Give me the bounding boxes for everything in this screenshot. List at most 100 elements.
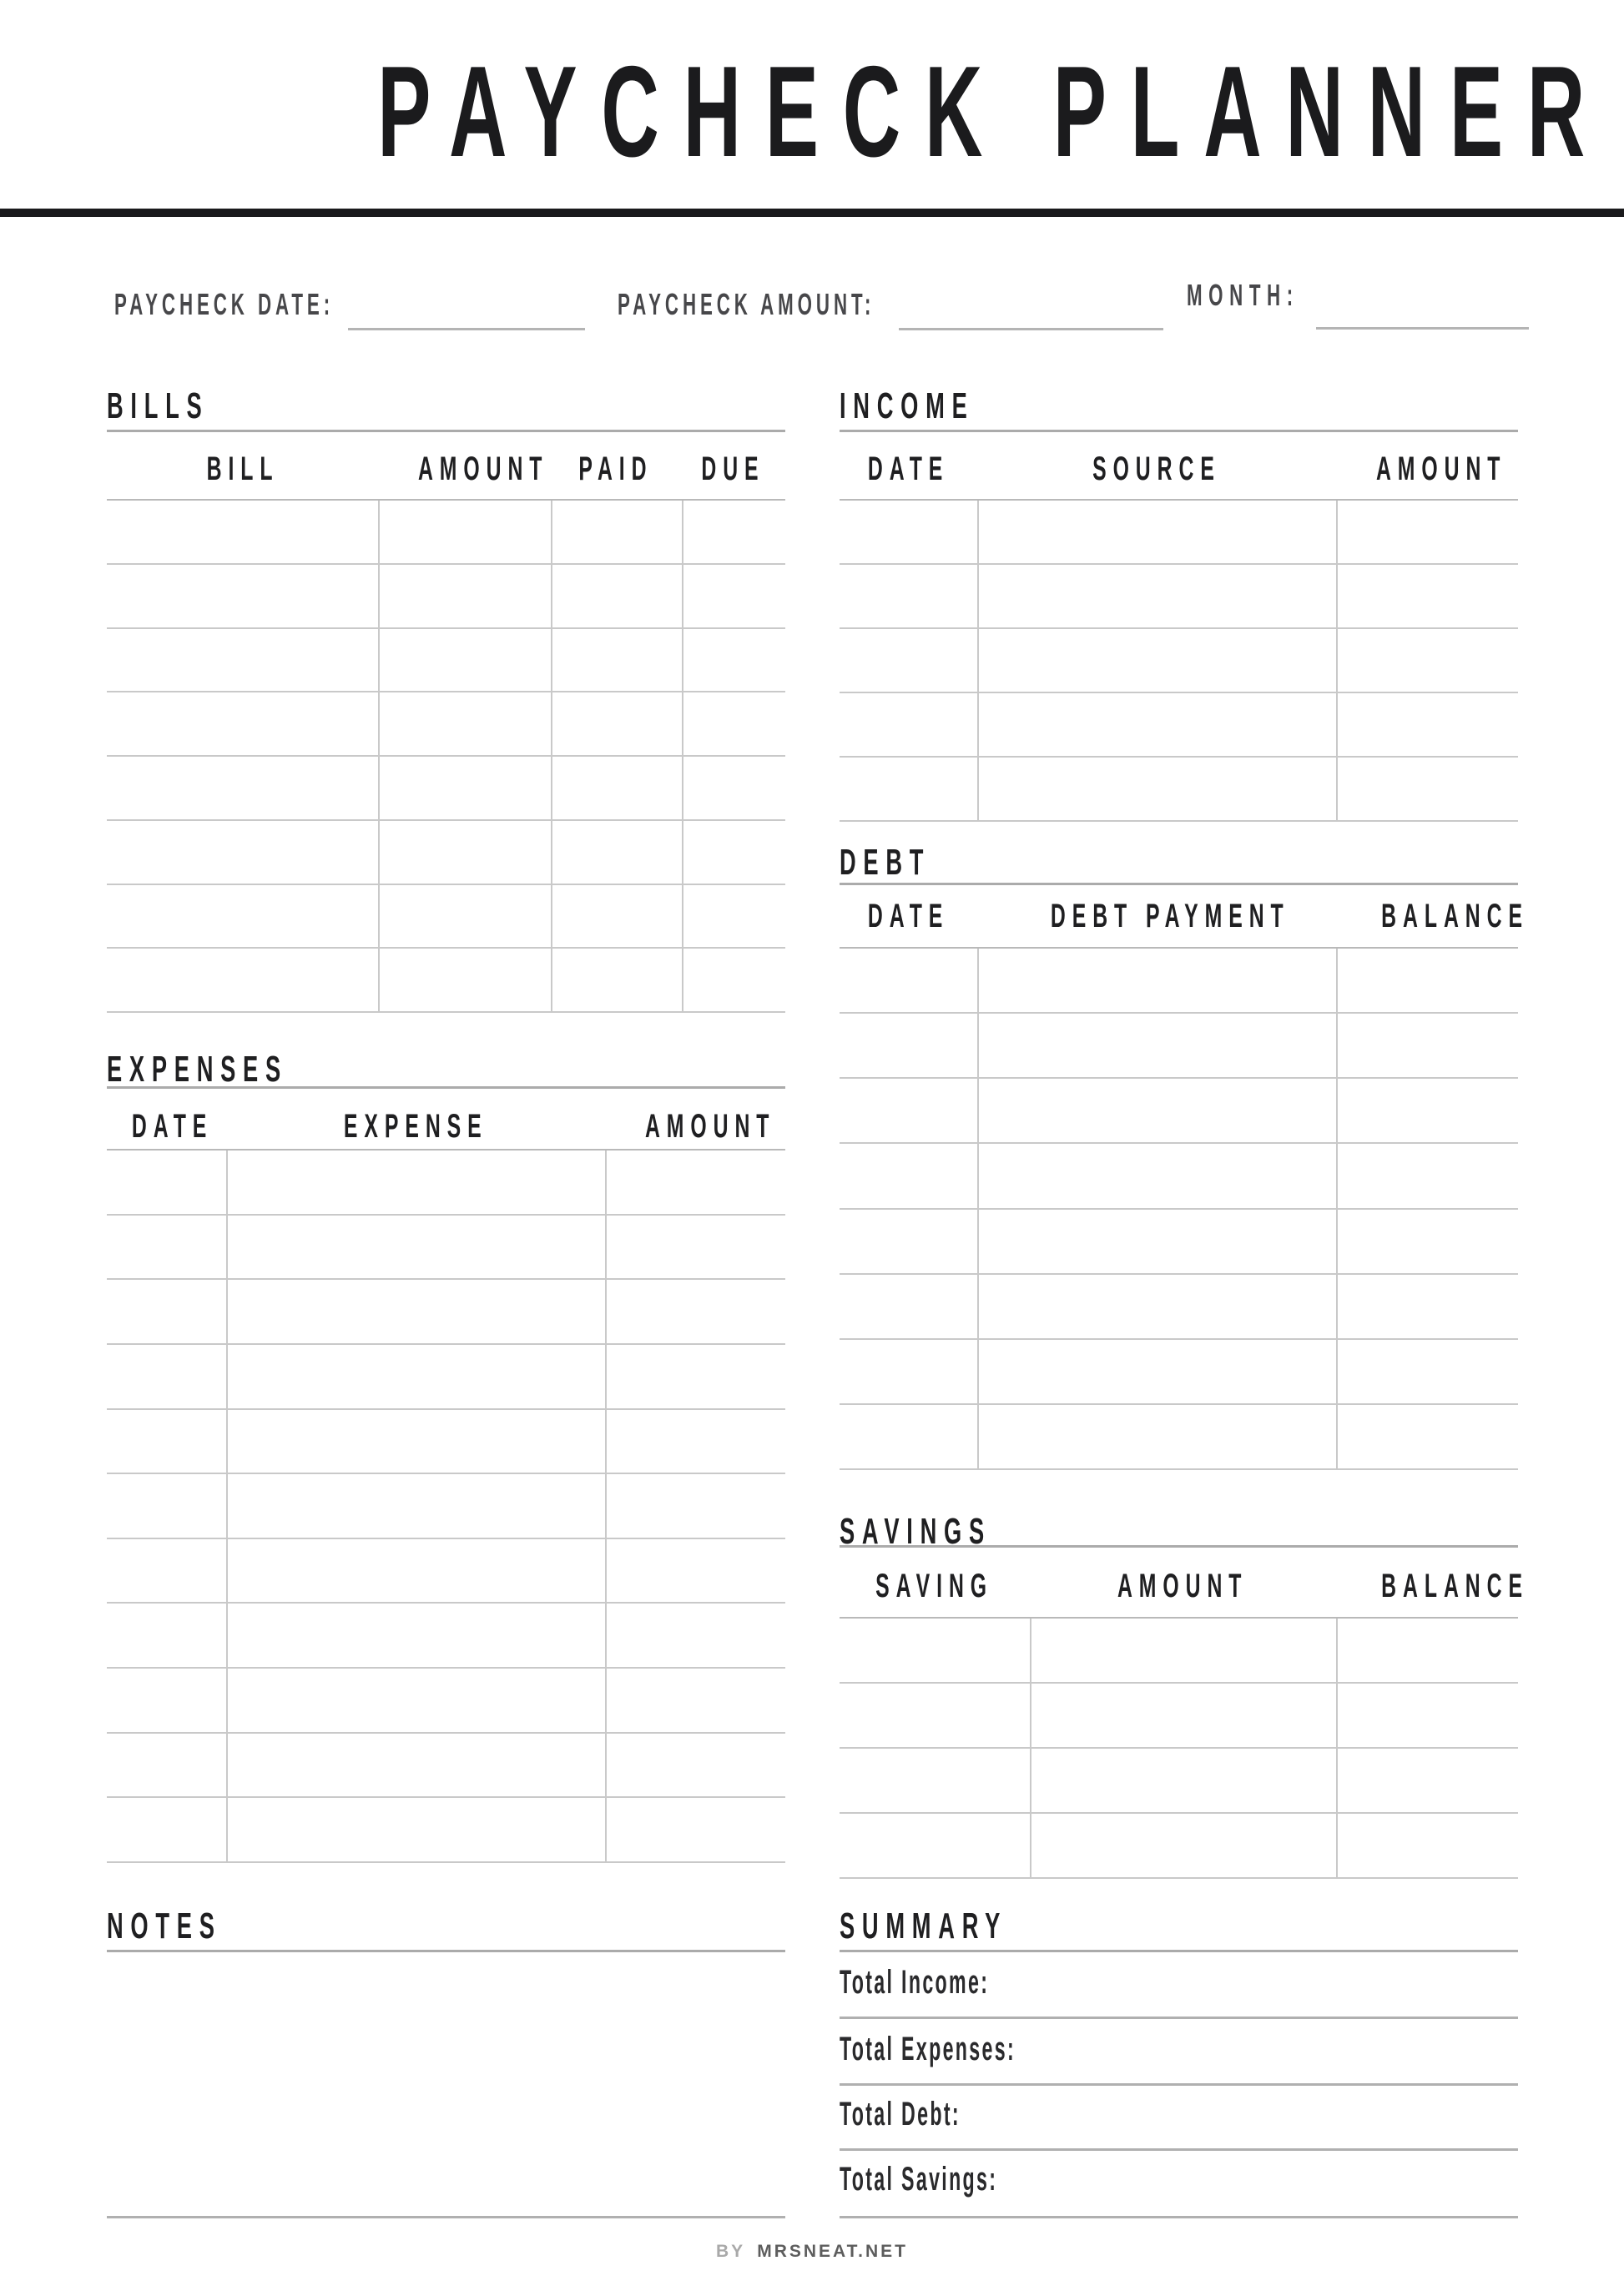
bills-table[interactable] bbox=[107, 499, 785, 1013]
debt-col-payment: DEBT PAYMENT bbox=[1050, 898, 1290, 934]
table-row[interactable] bbox=[107, 1151, 785, 1216]
debt-vline-1 bbox=[977, 949, 980, 1470]
savings-col-balance: BALANCE bbox=[1381, 1568, 1530, 1604]
expenses-col-amount: AMOUNT bbox=[644, 1108, 776, 1145]
page-title: PAYCHECK PLANNER bbox=[377, 39, 1610, 184]
title-divider-bar bbox=[0, 209, 1624, 217]
table-row[interactable] bbox=[107, 1539, 785, 1604]
table-row[interactable] bbox=[107, 692, 785, 757]
income-heading-rule bbox=[840, 430, 1518, 432]
savings-table[interactable] bbox=[840, 1617, 1518, 1879]
paycheck-amount-input[interactable] bbox=[899, 328, 1163, 330]
savings-column-headers: SAVING AMOUNT BALANCE bbox=[840, 1568, 1530, 1604]
savings-vline-2 bbox=[1336, 1619, 1339, 1879]
income-vline-2 bbox=[1336, 501, 1339, 822]
table-row[interactable] bbox=[107, 757, 785, 821]
expenses-col-expense: EXPENSE bbox=[343, 1108, 488, 1145]
table-row[interactable] bbox=[107, 1798, 785, 1864]
savings-heading-rule bbox=[840, 1545, 1518, 1548]
bills-vline-3 bbox=[681, 501, 683, 1013]
table-row[interactable] bbox=[107, 821, 785, 885]
table-row[interactable] bbox=[840, 949, 1518, 1015]
debt-column-headers: DATE DEBT PAYMENT BALANCE bbox=[840, 898, 1530, 934]
bills-column-headers: BILL AMOUNT PAID DUE bbox=[107, 452, 785, 486]
savings-heading: SAVINGS bbox=[840, 1511, 991, 1552]
debt-col-date: DATE bbox=[867, 898, 950, 934]
table-row[interactable] bbox=[840, 1144, 1518, 1210]
table-row[interactable] bbox=[107, 501, 785, 565]
footer-brand-label: MRSNEAT.NET bbox=[757, 2242, 908, 2261]
savings-col-saving: SAVING bbox=[875, 1568, 994, 1604]
expenses-vline-1 bbox=[226, 1151, 229, 1863]
table-row[interactable] bbox=[840, 629, 1518, 693]
expenses-heading-rule bbox=[107, 1086, 785, 1089]
bills-heading-rule bbox=[107, 430, 785, 432]
month-input[interactable] bbox=[1316, 327, 1529, 330]
table-row[interactable] bbox=[840, 1275, 1518, 1340]
debt-heading: DEBT bbox=[840, 842, 931, 883]
income-vline-1 bbox=[977, 501, 980, 822]
table-row[interactable] bbox=[107, 1734, 785, 1799]
table-row[interactable] bbox=[840, 501, 1518, 565]
paycheck-date-input[interactable] bbox=[348, 328, 585, 330]
table-row[interactable] bbox=[107, 949, 785, 1013]
bills-col-bill: BILL bbox=[206, 451, 280, 487]
table-row[interactable] bbox=[107, 1604, 785, 1669]
summary-total-savings-label: Total Savings: bbox=[840, 2161, 998, 2198]
table-row[interactable] bbox=[840, 758, 1518, 822]
notes-heading: NOTES bbox=[107, 1906, 222, 1946]
expenses-column-headers: DATE EXPENSE AMOUNT bbox=[107, 1110, 785, 1143]
debt-vline-2 bbox=[1336, 949, 1339, 1470]
table-row[interactable] bbox=[107, 629, 785, 693]
paycheck-date-label: PAYCHECK DATE: bbox=[114, 287, 335, 321]
table-row[interactable] bbox=[840, 1684, 1518, 1749]
table-row[interactable] bbox=[840, 1405, 1518, 1470]
table-row[interactable] bbox=[840, 1814, 1518, 1879]
summary-total-expenses-input[interactable] bbox=[840, 2083, 1518, 2086]
income-col-amount: AMOUNT bbox=[1376, 451, 1507, 487]
income-heading: INCOME bbox=[840, 385, 975, 426]
table-row[interactable] bbox=[840, 1014, 1518, 1080]
debt-col-balance: BALANCE bbox=[1381, 898, 1530, 934]
table-row[interactable] bbox=[107, 1345, 785, 1410]
summary-total-savings-input[interactable] bbox=[840, 2216, 1518, 2218]
expenses-table[interactable] bbox=[107, 1149, 785, 1864]
bills-vline-2 bbox=[550, 501, 552, 1013]
table-row[interactable] bbox=[107, 1474, 785, 1539]
table-row[interactable] bbox=[107, 1669, 785, 1734]
savings-vline-1 bbox=[1029, 1619, 1031, 1879]
table-row[interactable] bbox=[840, 1079, 1518, 1145]
bills-col-due: DUE bbox=[701, 451, 765, 487]
income-column-headers: DATE SOURCE AMOUNT bbox=[840, 452, 1518, 486]
bills-col-amount: AMOUNT bbox=[418, 451, 549, 487]
summary-total-debt-input[interactable] bbox=[840, 2148, 1518, 2151]
bills-col-paid: PAID bbox=[578, 451, 653, 487]
savings-col-amount: AMOUNT bbox=[1117, 1568, 1248, 1604]
debt-table[interactable] bbox=[840, 947, 1518, 1470]
table-row[interactable] bbox=[840, 565, 1518, 629]
table-row[interactable] bbox=[107, 1410, 785, 1475]
table-row[interactable] bbox=[107, 885, 785, 949]
bills-heading: BILLS bbox=[107, 385, 209, 426]
summary-heading-rule bbox=[840, 1950, 1518, 1952]
table-row[interactable] bbox=[840, 1210, 1518, 1275]
summary-heading: SUMMARY bbox=[840, 1906, 1008, 1946]
table-row[interactable] bbox=[107, 565, 785, 629]
table-row[interactable] bbox=[840, 1749, 1518, 1814]
income-col-date: DATE bbox=[867, 451, 950, 487]
paycheck-amount-label: PAYCHECK AMOUNT: bbox=[618, 287, 875, 321]
income-table[interactable] bbox=[840, 499, 1518, 822]
notes-area[interactable] bbox=[107, 2216, 785, 2218]
footer-credit: BY MRSNEAT.NET bbox=[0, 2243, 1624, 2260]
table-row[interactable] bbox=[840, 1340, 1518, 1405]
table-row[interactable] bbox=[840, 1619, 1518, 1684]
footer-by-label: BY bbox=[716, 2242, 746, 2261]
table-row[interactable] bbox=[107, 1280, 785, 1345]
summary-total-income-input[interactable] bbox=[840, 2017, 1518, 2019]
notes-heading-rule bbox=[107, 1950, 785, 1952]
table-row[interactable] bbox=[107, 1216, 785, 1281]
bills-vline-1 bbox=[378, 501, 381, 1013]
debt-heading-rule bbox=[840, 883, 1518, 885]
expenses-heading: EXPENSES bbox=[107, 1049, 288, 1090]
table-row[interactable] bbox=[840, 693, 1518, 758]
